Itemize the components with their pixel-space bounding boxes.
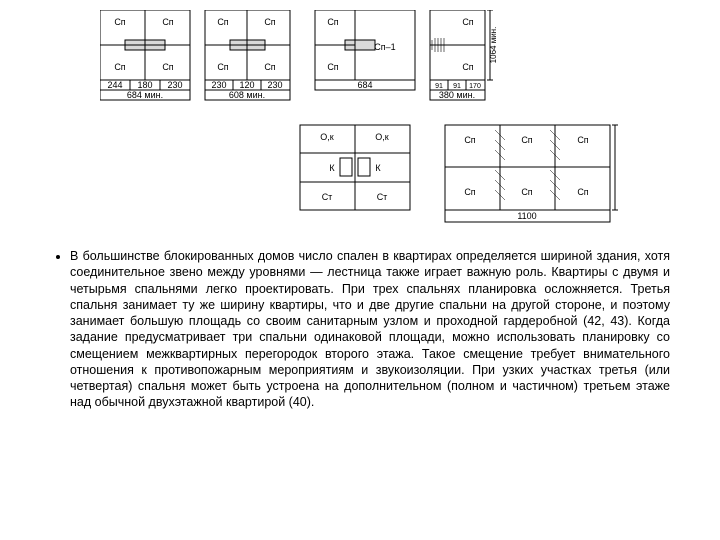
svg-text:91: 91 [453, 83, 461, 90]
svg-text:О,к: О,к [320, 132, 334, 142]
svg-text:Сп: Сп [114, 17, 125, 27]
svg-text:Ст: Ст [322, 192, 333, 202]
svg-text:1064 мин.: 1064 мин. [489, 27, 498, 64]
svg-text:Сп: Сп [114, 62, 125, 72]
svg-text:Сп: Сп [217, 17, 228, 27]
plan-5: О,к О,к К К Ст Ст [300, 125, 410, 210]
svg-text:О,к: О,к [375, 132, 389, 142]
svg-text:Сп: Сп [521, 187, 532, 197]
svg-text:180: 180 [137, 80, 152, 90]
svg-text:Сп: Сп [577, 135, 588, 145]
svg-text:Сп: Сп [264, 62, 275, 72]
svg-text:Сп: Сп [464, 187, 475, 197]
svg-text:К: К [375, 163, 381, 173]
svg-text:684: 684 [357, 80, 372, 90]
plan-3: Сп Сп Сп–1 684 [315, 10, 415, 90]
svg-text:Сп: Сп [521, 135, 532, 145]
svg-text:230: 230 [267, 80, 282, 90]
svg-text:1100: 1100 [517, 211, 536, 221]
svg-text:Сп: Сп [462, 62, 473, 72]
svg-text:380 мин.: 380 мин. [439, 90, 475, 100]
svg-text:Сп: Сп [217, 62, 228, 72]
svg-text:Ст: Ст [377, 192, 388, 202]
svg-text:120: 120 [239, 80, 254, 90]
svg-text:Сп–1: Сп–1 [374, 42, 395, 52]
svg-text:Сп: Сп [162, 62, 173, 72]
svg-text:170: 170 [469, 83, 481, 90]
svg-text:К: К [329, 163, 335, 173]
plan-1: Сп Сп Сп Сп 244 180 230 684 мин. [100, 10, 190, 100]
svg-text:Сп: Сп [577, 187, 588, 197]
svg-text:244: 244 [107, 80, 122, 90]
svg-text:684 мин.: 684 мин. [127, 90, 163, 100]
body-paragraph: В большинстве блокированных домов число … [70, 248, 690, 411]
plan-4: Сп Сп 91 91 170 380 мин. 1064 мин. [430, 10, 498, 100]
svg-text:608 мин.: 608 мин. [229, 90, 265, 100]
svg-text:230: 230 [167, 80, 182, 90]
svg-text:Сп: Сп [462, 17, 473, 27]
svg-text:230: 230 [211, 80, 226, 90]
plan-2: Сп Сп Сп Сп 230 120 230 608 мин. [205, 10, 290, 100]
svg-text:Сп: Сп [162, 17, 173, 27]
body-text-list: В большинстве блокированных домов число … [30, 248, 690, 411]
svg-text:Сп: Сп [464, 135, 475, 145]
svg-text:Сп: Сп [327, 17, 338, 27]
svg-text:Сп: Сп [327, 62, 338, 72]
svg-text:91: 91 [435, 83, 443, 90]
floorplan-svg: Сп Сп Сп Сп 244 180 230 684 мин. Сп Сп С… [100, 10, 660, 230]
floorplan-figures: Сп Сп Сп Сп 244 180 230 684 мин. Сп Сп С… [30, 10, 690, 230]
svg-text:Сп: Сп [264, 17, 275, 27]
plan-6: Сп Сп Сп Сп Сп Сп 1100 [445, 125, 618, 222]
